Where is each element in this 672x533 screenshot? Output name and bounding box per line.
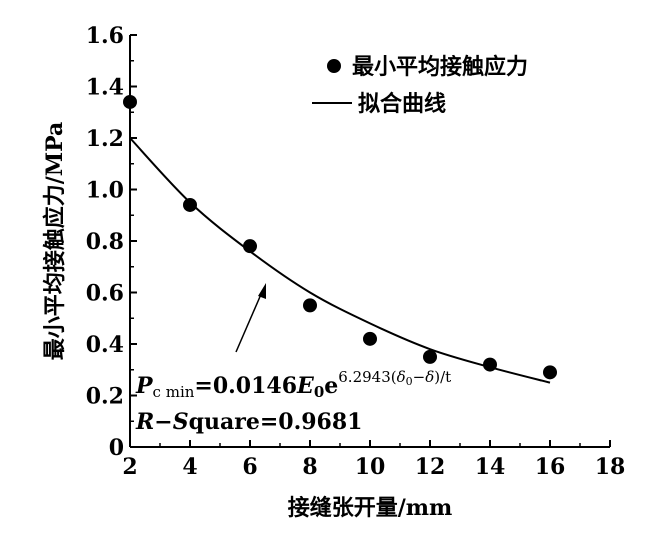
y-tick-label: 0.6 (86, 281, 124, 307)
y-tick-label: 0.8 (86, 229, 124, 255)
data-point (483, 357, 497, 372)
legend-label-points: 最小平均接触应力 (352, 54, 528, 80)
fit-curve-group (129, 137, 551, 384)
fit-equation: Pc min=0.0146E0e6.2943(δ0−δ)/t (135, 368, 451, 401)
data-point (123, 94, 137, 109)
ticks (129, 34, 611, 448)
x-tick-label: 2 (122, 454, 137, 480)
y-axis-title: 最小平均接触应力/MPa (42, 122, 68, 361)
data-point (363, 331, 377, 346)
x-tick-label: 12 (415, 454, 446, 480)
x-tick-label: 4 (182, 454, 197, 480)
x-tick-label: 6 (242, 454, 257, 480)
x-axis-title: 接缝张开量/mm (288, 495, 453, 521)
legend-marker-points (327, 59, 341, 73)
y-tick-label: 0.4 (86, 332, 124, 358)
x-tick-label: 18 (595, 454, 626, 480)
y-tick-label: 1.6 (86, 23, 124, 49)
data-point (243, 239, 257, 254)
annotation-arrow (235, 283, 266, 353)
r-square-text: R−Square=0.9681 (135, 409, 362, 435)
tick-labels: 2 4 6 8 10 12 14 16 18 0 0.2 0.4 0.6 0.8 1.0 1.2 1.4 1.6 (86, 23, 626, 480)
x-tick-label: 16 (535, 454, 566, 480)
x-tick-label: 14 (475, 454, 506, 480)
y-tick-label: 1.4 (86, 75, 124, 101)
x-tick-label: 8 (302, 454, 317, 480)
fit-curve (129, 137, 551, 384)
y-tick-label: 0.2 (86, 384, 124, 410)
data-point (303, 298, 317, 313)
y-tick-label: 0 (109, 435, 124, 461)
legend-label-line: 拟合曲线 (358, 91, 446, 117)
data-point (423, 349, 437, 364)
y-tick-label: 1.0 (86, 178, 124, 204)
data-points (123, 94, 557, 380)
data-point (543, 365, 557, 380)
data-point (183, 197, 197, 212)
legend: 最小平均接触应力 拟合曲线 (312, 54, 528, 117)
x-tick-label: 10 (355, 454, 386, 480)
y-tick-label: 1.2 (86, 126, 124, 152)
